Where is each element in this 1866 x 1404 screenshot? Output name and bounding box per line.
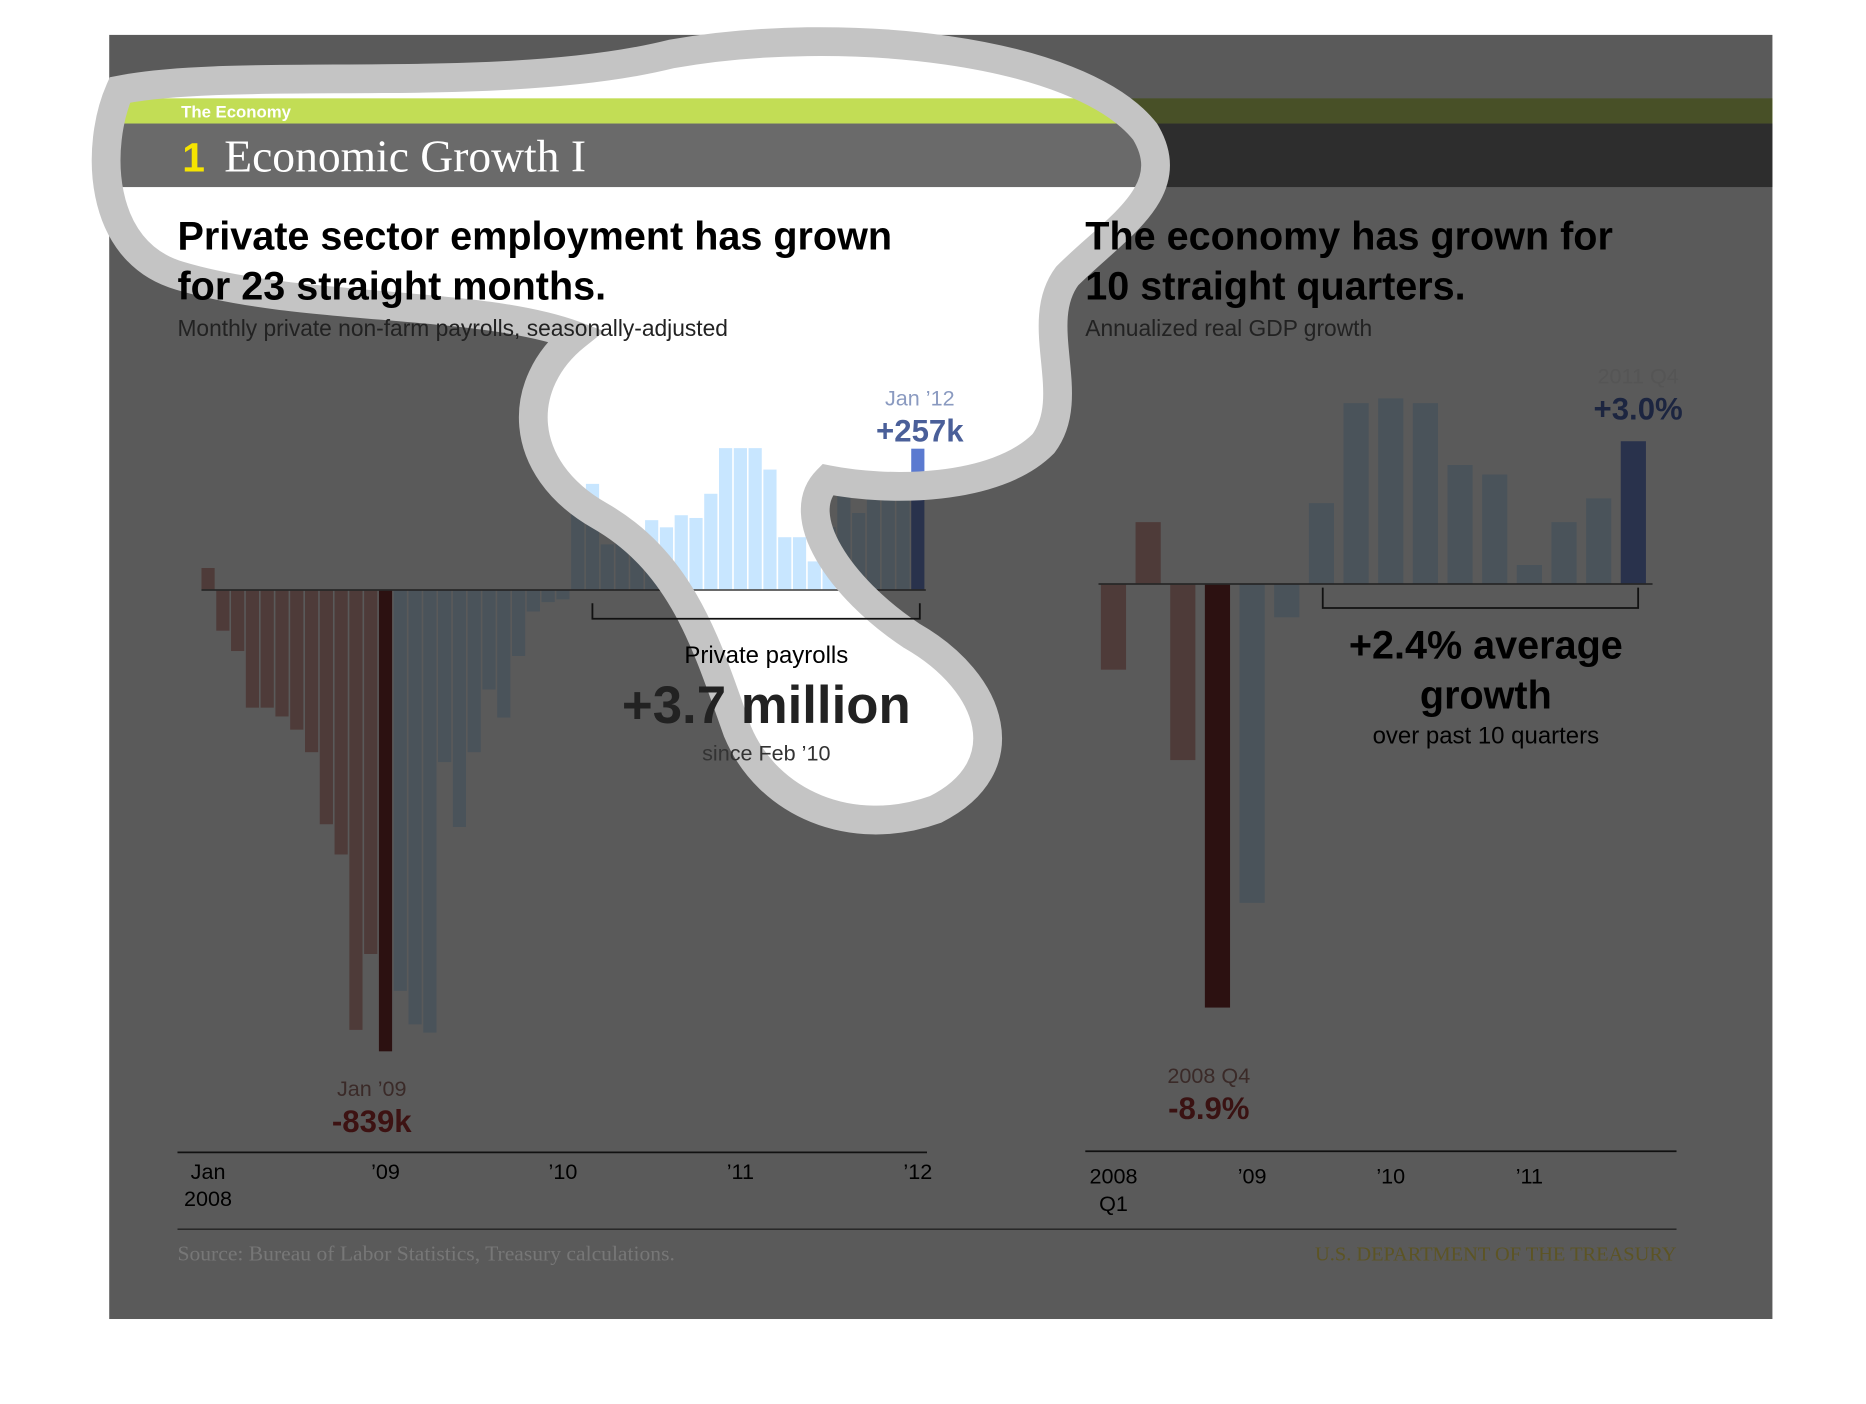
section-label: The Economy [181, 103, 292, 122]
chart-subtitle: Monthly private non-farm payrolls, seaso… [177, 315, 727, 341]
text-layer: The Economy 1 Economic Growth I Private … [177, 103, 1682, 1266]
x-tick-label: 2008 Q1 [1089, 1164, 1137, 1216]
dim-overlay [109, 34, 1773, 1320]
slide-title: Economic Growth I [224, 130, 586, 181]
annotation: +3.7 million [622, 676, 911, 735]
annotation: Jan ’12 [885, 385, 955, 410]
annotation: +3.0% [1594, 392, 1683, 427]
annotation: 2011 Q4 [1598, 364, 1679, 389]
bracket [591, 603, 921, 620]
annotation: Private payrolls [684, 642, 848, 669]
x-tick-label: ’09 [1238, 1164, 1267, 1189]
chart-subtitle: Annualized real GDP growth [1085, 315, 1372, 341]
slide-number: 1 [182, 134, 205, 180]
x-tick-label: ’10 [549, 1159, 578, 1184]
x-tick-label: ’10 [1376, 1164, 1405, 1189]
source-note: Source: Bureau of Labor Statistics, Trea… [177, 1241, 674, 1265]
annotation: +257k [876, 413, 964, 448]
annotation: 2008 Q4 [1167, 1063, 1250, 1088]
annotation: -8.9% [1168, 1091, 1249, 1126]
chart-title: The economy has grown for 10 straight qua… [1085, 214, 1613, 308]
x-tick-label: ’12 [903, 1159, 932, 1184]
x-tick-label: Jan 2008 [184, 1159, 232, 1211]
annotation: over past 10 quarters [1373, 722, 1600, 749]
x-tick-label: ’11 [727, 1159, 754, 1184]
annotation: -839k [332, 1104, 412, 1139]
annotation: Jan ’09 [337, 1076, 407, 1101]
x-tick-label: ’09 [371, 1159, 400, 1184]
chart-title: Private sector employment has grown for 2… [177, 214, 892, 308]
annotation: since Feb ’10 [702, 740, 830, 765]
credit: U.S. DEPARTMENT OF THE TREASURY [1315, 1243, 1677, 1265]
bracket [1321, 587, 1640, 609]
x-tick-label: ’11 [1516, 1164, 1543, 1189]
highlight-ring [91, 27, 1170, 835]
annotation: +2.4% average growth [1349, 623, 1623, 717]
